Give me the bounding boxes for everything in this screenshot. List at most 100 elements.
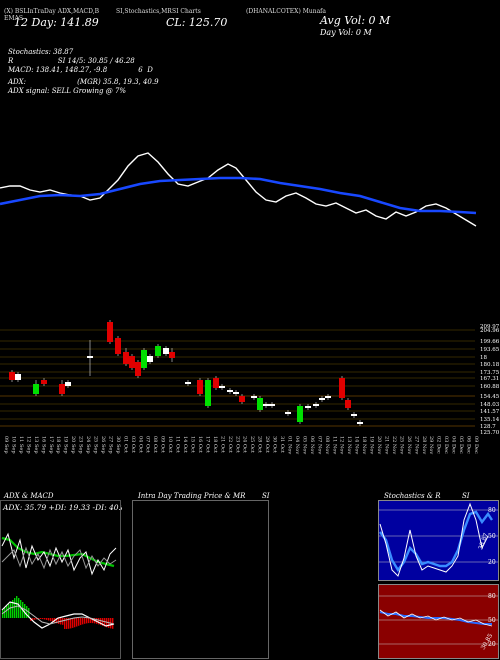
candle-body <box>87 356 93 358</box>
date-label: 04 Oct <box>137 436 143 453</box>
candle-body <box>115 338 121 354</box>
candle-body <box>135 362 141 376</box>
intraday-panel <box>132 500 269 659</box>
date-label: 12 Sep <box>25 436 31 454</box>
header-title: (X) BSLInTraDay ADX,MACD,B <box>4 8 100 15</box>
macd-bar <box>102 618 104 626</box>
candle-body <box>205 380 211 406</box>
macd-bar <box>70 618 72 629</box>
candle-body <box>15 374 21 380</box>
macd-bar <box>86 618 88 624</box>
rsi-axis-20: 20 <box>488 641 496 648</box>
date-label: 23 Sep <box>78 436 84 454</box>
date-label: 11 Oct <box>175 436 181 453</box>
macd-bar <box>78 618 80 626</box>
candle-body <box>185 382 191 384</box>
date-label: 08 Oct <box>152 436 158 453</box>
candle-body <box>65 382 71 386</box>
close-readout: CL: 125.70 <box>166 16 228 29</box>
day-vol-readout: Day Vol: 0 M <box>320 28 372 37</box>
ema-readout: 12 Day: 141.89 <box>14 16 99 29</box>
candle-body <box>219 386 225 388</box>
date-label: 11 Nov <box>331 436 337 454</box>
macd-bar <box>18 598 20 618</box>
date-label: 09 Oct <box>160 436 166 453</box>
adx-readout: ADX: (MGR) 35.8, 19.3, 40.9 <box>8 78 159 86</box>
candle-body <box>351 414 357 416</box>
macd-bar <box>72 618 74 628</box>
price-axis-label: 173.75 <box>480 370 500 376</box>
adx-macd-panel: ADX: 35.79 +DI: 19.33 -DI: 40.89 <box>0 500 122 659</box>
macd-signal-line <box>1 605 115 625</box>
date-label: 18 Nov <box>361 436 367 454</box>
avg-vol-readout: Avg Vol: 0 M <box>320 14 391 27</box>
date-label: 25 Sep <box>93 436 99 454</box>
candle-body <box>129 356 135 368</box>
macd-bar <box>84 618 86 624</box>
date-label: 10 Sep <box>10 436 16 454</box>
main-price-chart: 209.97204.96199.66193.6518180.18173.7516… <box>0 152 500 454</box>
macd-bar <box>12 600 14 618</box>
adx-white-line <box>1 532 117 576</box>
date-label: 13 Sep <box>33 436 39 454</box>
candle-body <box>325 396 331 398</box>
rsi-white-line <box>379 609 493 627</box>
macd-bar <box>36 618 38 620</box>
date-label: 16 Sep <box>40 436 46 454</box>
date-label: 18 Sep <box>55 436 61 454</box>
header-ticker: (DHANALCOTEX) Munafa <box>246 8 326 15</box>
intraday-panel-title: Intra Day Trading Price & MR <box>138 492 246 500</box>
price-axis-label: 128.7 <box>480 424 496 430</box>
candle-body <box>269 404 275 406</box>
stoch-rsi-panel: 80 50 20 38.87 80 50 20 30.85 <box>378 500 499 659</box>
date-label: 26 Nov <box>406 436 412 454</box>
header-emas: EMAS <box>4 15 23 22</box>
date-label: 09 Dec <box>473 436 479 454</box>
date-label: 20 Sep <box>70 436 76 454</box>
macd-bar <box>14 598 16 618</box>
date-label: 01 Nov <box>286 436 292 454</box>
macd-bar <box>8 604 10 618</box>
candle-body <box>227 390 233 392</box>
date-label: 24 Oct <box>242 436 248 453</box>
price-axis-label: 180.18 <box>480 362 500 368</box>
date-label: 30 Sep <box>115 436 121 454</box>
macd-bar <box>46 618 48 620</box>
date-label: 15 Oct <box>190 436 196 453</box>
rsi-axis-80: 80 <box>488 593 496 600</box>
date-label: 05 Dec <box>458 436 464 454</box>
macd-bar <box>20 600 22 618</box>
price-axis-label: 154.45 <box>480 394 500 400</box>
date-label: 14 Nov <box>354 436 360 454</box>
date-label: 13 Nov <box>346 436 352 454</box>
macd-bar <box>48 618 50 621</box>
price-axis-label: 209.97 <box>480 324 500 330</box>
candle-body <box>357 422 363 424</box>
candle-body <box>169 352 175 358</box>
candle-body <box>339 378 345 398</box>
macd-bar <box>40 618 42 620</box>
date-label: 01 Oct <box>122 436 128 453</box>
price-axis: 209.97204.96199.66193.6518180.18173.7516… <box>480 324 500 436</box>
candles <box>9 320 363 426</box>
rsi-readout: R SI 14/5: 30.85 / 46.28 <box>8 57 135 65</box>
macd-bar <box>82 618 84 625</box>
date-label: 07 Oct <box>145 436 151 453</box>
date-label: 26 Sep <box>100 436 106 454</box>
macd-bar <box>44 618 46 620</box>
adx-values-text: ADX: 35.79 +DI: 19.33 -DI: 40.89 <box>2 503 122 512</box>
macd-bar <box>52 618 54 622</box>
macd-readout: MACD: 138.41, 148.27, -9.8 6 D <box>8 66 153 74</box>
candle-body <box>147 356 153 362</box>
date-label: 21 Nov <box>383 436 389 454</box>
macd-bar <box>4 608 6 618</box>
price-axis-label: 125.70 <box>480 430 500 436</box>
candle-body <box>41 380 47 384</box>
adx-panel-title: ADX & MACD <box>4 492 54 500</box>
candle-body <box>107 322 113 342</box>
date-label: 10 Oct <box>167 436 173 453</box>
header-title-c: SI Charts <box>172 8 201 15</box>
macd-bar <box>92 618 94 624</box>
stoch-axis-50: 50 <box>488 533 496 540</box>
candle-body <box>285 412 291 414</box>
